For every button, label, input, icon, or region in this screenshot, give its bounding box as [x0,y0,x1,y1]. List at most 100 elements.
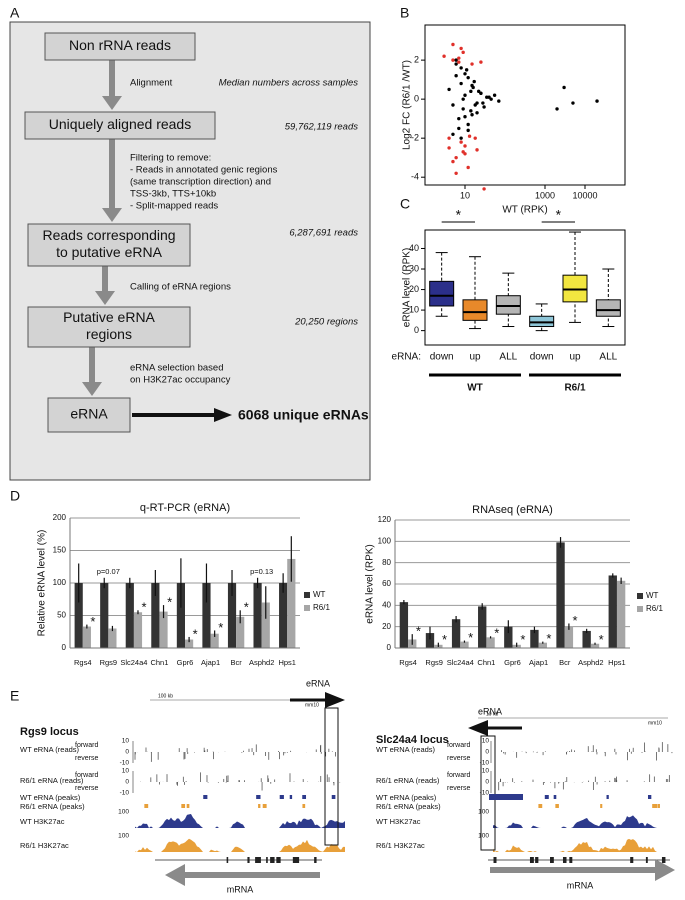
exon [270,857,275,863]
strand-label: forward [447,742,470,749]
bar [151,583,160,648]
exon [266,857,268,863]
peak [600,804,603,808]
point [473,136,477,140]
peak [538,804,543,808]
flow-box [47,397,131,433]
exon [551,857,554,863]
arrow-head [468,720,488,736]
track-label: WT H3K27ac [20,817,65,826]
point [451,103,455,107]
x-tick-label: Slc24a4 [447,658,474,667]
point [472,79,476,84]
y-tick-label: 0 [387,643,392,652]
x-axis-label: WT (RPK) [502,205,547,216]
point [447,146,451,150]
flow-note: Median numbers across samples [219,78,359,89]
point [464,68,469,72]
bar [486,637,495,648]
point [461,150,465,154]
flow-step: - Reads in annotated genic regions [130,165,278,176]
peak [279,795,284,799]
y-tick-label: 50 [57,611,66,620]
peak [144,804,149,808]
track-label: WT eRNA (reads) [20,745,80,754]
flow-box-text: regions [86,326,132,342]
x-tick-label: up [469,352,481,363]
box [462,299,488,321]
x-tick-label: ALL [499,352,517,363]
flow-box [27,223,191,267]
track-tick-label: 10 [122,738,130,745]
peak [553,795,557,799]
x-tick-label: Chn1 [150,658,168,667]
track-tick-label: 100 [118,809,129,816]
bar [425,633,435,648]
point [555,107,559,111]
y-axis-label: Relative eRNA level (%) [37,530,48,637]
track-label: R6/1 H3K27ac [376,841,425,850]
exon [535,857,539,863]
chip-signal [135,838,345,852]
point [485,95,489,99]
category-prefix: eRNA: [392,352,421,363]
y-axis-label: eRNA level (RPK) [402,248,413,327]
exon [661,857,666,863]
peak [331,795,336,799]
point [476,89,481,94]
y-tick-label: 0 [414,94,419,104]
point [454,155,458,160]
bar [556,542,565,648]
box [495,295,521,315]
strand-label: reverse [447,785,470,792]
point [461,107,465,111]
point [466,165,470,170]
y-tick-label: 120 [378,515,392,524]
bar [74,583,83,648]
x-tick-label: Hps1 [278,658,296,667]
significance-label: * [546,631,551,646]
bar [159,611,168,648]
track-tick-label: 0 [485,749,489,756]
exon [630,857,634,863]
track-label: WT H3K27ac [376,817,421,826]
x-tick-label: Gpr6 [504,658,521,667]
flow-step: TSS-3kb, TTS+10kb [130,189,216,200]
point [470,113,474,117]
point [571,101,575,105]
p-value-label: p=0.13 [250,567,273,576]
peak [489,794,523,800]
legend-label: WT [646,591,659,600]
x-tick-label: Bcr [559,658,571,667]
legend-label: R6/1 [313,603,330,612]
y-tick-label: 200 [53,513,67,522]
flow-step: Calling of eRNA regions [130,282,231,293]
strand-label: reverse [447,755,470,762]
strand-label: forward [447,772,470,779]
track-tick-label: 0 [125,749,129,756]
significance-label: * [468,630,473,645]
point [451,42,455,47]
y-tick-label: 20 [409,284,419,294]
point [457,126,461,131]
x-tick-label: Rgs4 [74,658,92,667]
y-tick-label: 100 [53,578,67,587]
panel-label: B [400,5,409,21]
legend-label: R6/1 [646,604,663,613]
point [459,140,463,144]
peak [302,804,306,808]
point [467,134,472,138]
bar [185,639,194,648]
track-label: WT eRNA (reads) [376,745,436,754]
chip-signal [135,813,345,828]
x-tick-label: down [530,352,554,363]
significance-label: * [442,632,447,647]
bar [82,626,91,648]
chart-title: q-RT-PCR (eRNA) [140,502,230,514]
y-tick-label: 20 [382,622,391,631]
bar [176,583,185,648]
bar [582,630,591,648]
flow-step: - Split-mapped reads [130,201,218,212]
flow-box [24,111,216,140]
track-tick-label: 100 [478,833,489,840]
